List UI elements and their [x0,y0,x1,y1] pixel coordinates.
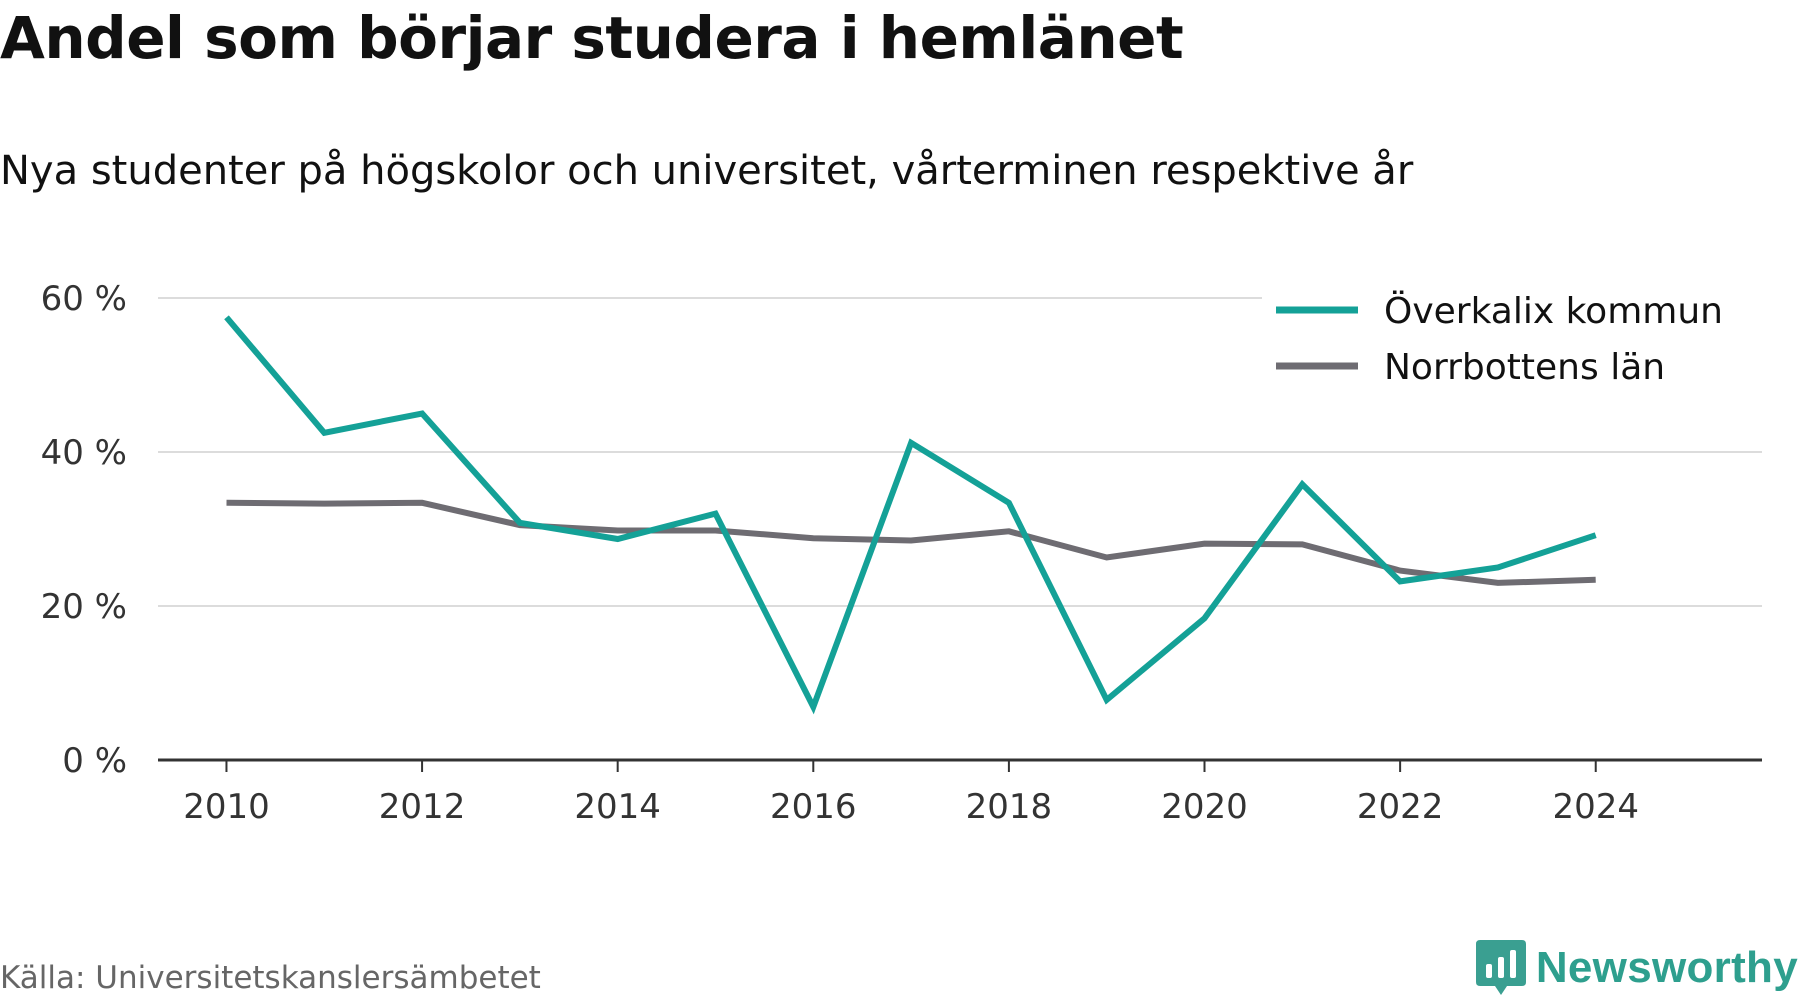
legend-label: Norrbottens län [1384,347,1665,388]
x-tick-label: 2010 [183,787,270,827]
newsworthy-logo-icon [1475,940,1526,995]
y-tick-label: 0 % [62,741,127,781]
legend-background [1262,282,1762,400]
y-tick-label: 20 % [41,587,127,627]
y-tick-label: 40 % [41,433,127,473]
x-axis: 2010 2012 2014 2016 2018 2020 2022 2024 [158,758,1762,827]
x-tick-label: 2012 [379,787,466,827]
x-tick-label: 2018 [966,787,1053,827]
legend: Överkalix kommun Norrbottens län [1262,282,1762,400]
x-tick-label: 2020 [1161,787,1248,827]
series-lines [224,315,1597,715]
series-line-norrbottens-län [226,499,1596,586]
brand: Newsworthy [1475,940,1798,996]
brand-name: Newsworthy [1535,943,1798,992]
chart-title: Andel som börjar studera i hemlänet [0,4,1184,72]
x-tick-label: 2024 [1552,787,1639,827]
series-line-överkalix-kommun [224,315,1597,715]
x-tick-label: 2016 [770,787,857,827]
x-tick-label: 2022 [1357,787,1444,827]
source-note: Källa: Universitetskanslersämbetet [0,960,541,996]
y-tick-label: 60 % [41,279,127,319]
y-axis-ticks: 0 % 20 % 40 % 60 % [41,279,127,781]
legend-label: Överkalix kommun [1384,290,1723,332]
chart-subtitle: Nya studenter på högskolor och universit… [0,148,1414,194]
x-tick-label: 2014 [574,787,661,827]
